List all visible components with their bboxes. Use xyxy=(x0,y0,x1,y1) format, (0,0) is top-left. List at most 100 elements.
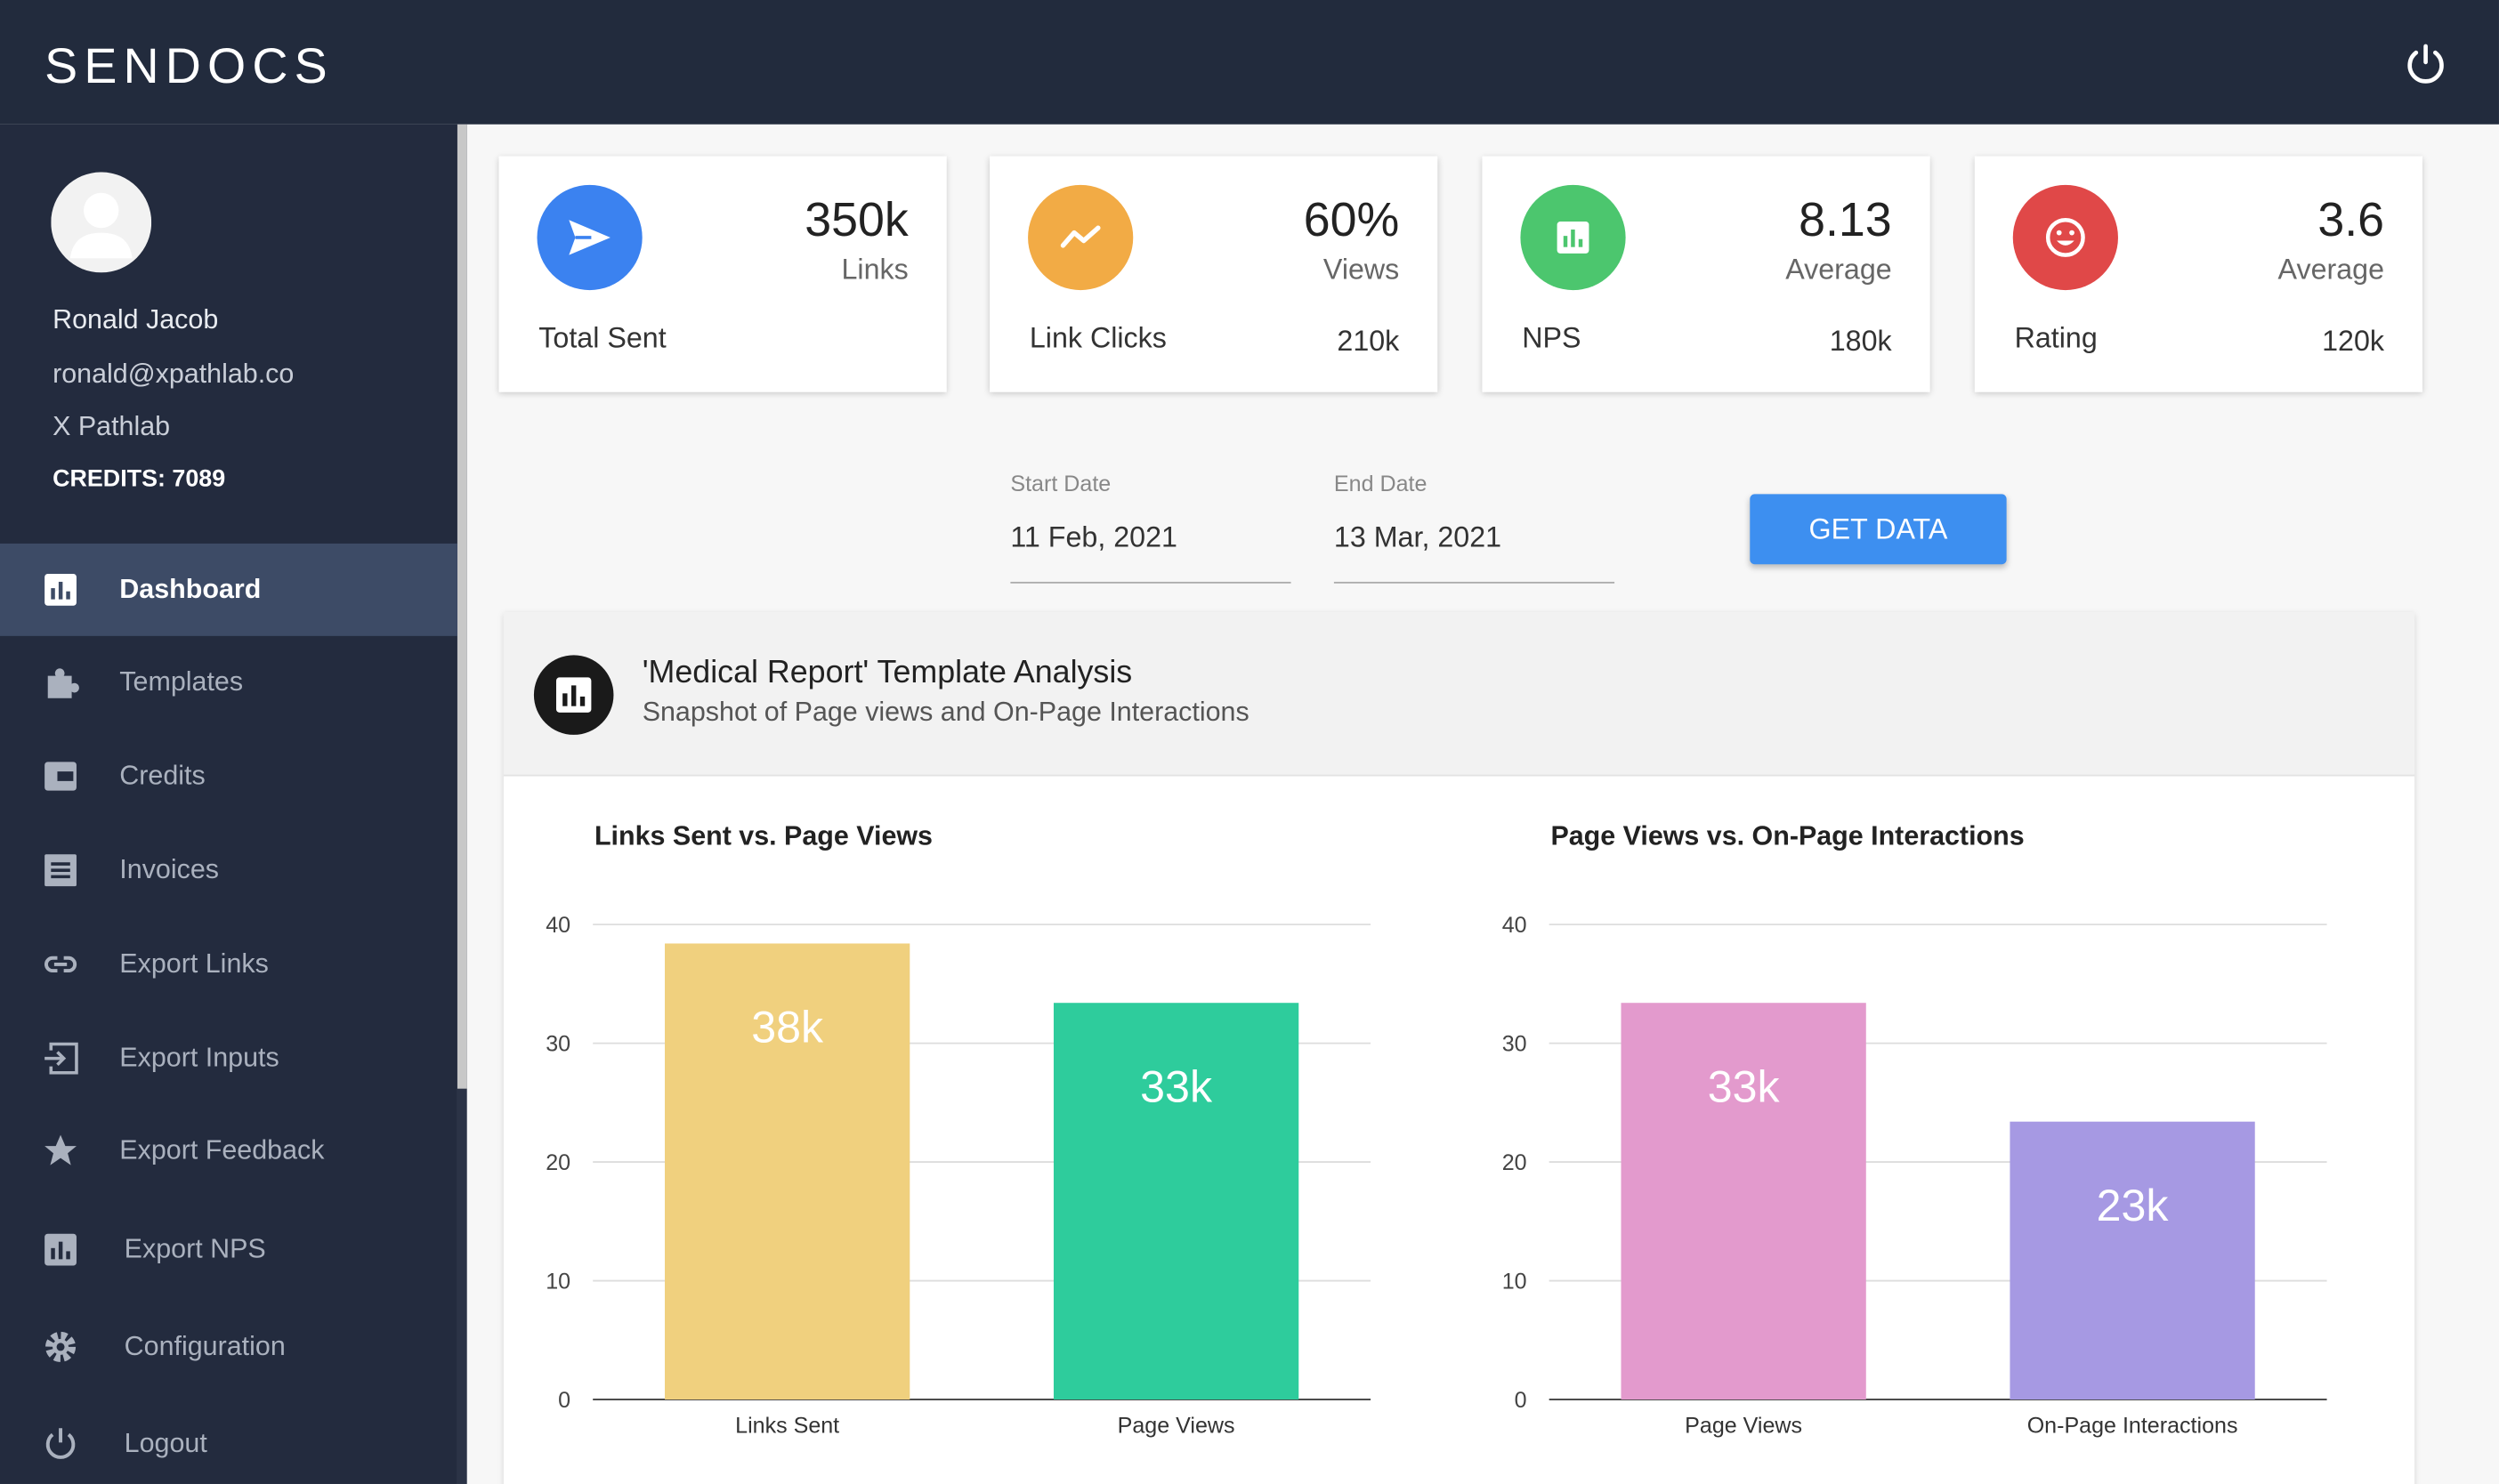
nav-icon xyxy=(44,1042,78,1075)
y-tick-label: 30 xyxy=(1502,1032,1527,1057)
input-underline xyxy=(1333,581,1615,584)
bar xyxy=(2010,1121,2255,1400)
scroll-thumb[interactable] xyxy=(457,124,467,1089)
card-label: Link Clicks xyxy=(1029,321,1167,354)
card-extra: 120k xyxy=(2322,325,2385,358)
card-label: Total Sent xyxy=(538,321,667,354)
nav-label: Logout xyxy=(124,1428,207,1459)
x-tick-label: On-Page Interactions xyxy=(2027,1414,2238,1439)
nav-icon xyxy=(45,1428,76,1459)
card-value: 60% xyxy=(1303,194,1400,247)
nav-item[interactable]: Export Feedback xyxy=(0,1105,457,1198)
card-extra: 210k xyxy=(1337,325,1400,358)
y-tick-label: 40 xyxy=(1502,913,1527,938)
nav-item[interactable]: Export Inputs xyxy=(0,1012,457,1105)
card-label: NPS xyxy=(1522,321,1581,354)
nav-icon xyxy=(44,762,77,791)
x-tick-label: Page Views xyxy=(1685,1414,1802,1439)
nav-icon xyxy=(45,1331,77,1362)
bar-value-label: 23k xyxy=(2097,1181,2170,1230)
nav-icon xyxy=(44,573,77,606)
nav-icon xyxy=(47,668,79,698)
panel-subtitle: Snapshot of Page views and On-Page Inter… xyxy=(642,696,1250,727)
nav-item[interactable]: Templates xyxy=(0,636,457,729)
y-tick-label: 20 xyxy=(546,1150,570,1175)
nav-item[interactable]: Logout xyxy=(0,1398,457,1484)
card-unit: Views xyxy=(1322,253,1400,286)
y-tick-label: 20 xyxy=(1502,1150,1527,1175)
nav-item[interactable]: Invoices xyxy=(0,824,457,916)
x-tick-label: Links Sent xyxy=(735,1414,839,1439)
card-value: 3.6 xyxy=(2317,194,2385,247)
y-tick-label: 0 xyxy=(1515,1388,1527,1413)
end-date-input[interactable]: 13 Mar, 2021 xyxy=(1333,520,1502,553)
y-tick-label: 30 xyxy=(546,1032,570,1057)
card-icon xyxy=(1520,184,1626,291)
profile-email: ronald@xpathlab.co xyxy=(53,359,295,390)
profile-credits: CREDITS: 7089 xyxy=(53,465,226,493)
start-date-label: Start Date xyxy=(1010,470,1112,496)
stat-card: 8.13 Average NPS 180k xyxy=(1482,156,1930,392)
y-tick-label: 0 xyxy=(558,1388,570,1413)
nav-label: Export Inputs xyxy=(119,1042,279,1073)
input-underline xyxy=(1010,581,1291,584)
card-value: 8.13 xyxy=(1799,194,1892,247)
bar xyxy=(665,943,910,1400)
profile-name: Ronald Jacob xyxy=(53,304,219,335)
chart-title: Page Views vs. On-Page Interactions xyxy=(1550,821,2024,851)
nav-label: Export NPS xyxy=(124,1233,266,1264)
nav-item[interactable]: Export NPS xyxy=(0,1204,457,1296)
y-tick-label: 40 xyxy=(546,913,570,938)
start-date-input[interactable]: 11 Feb, 2021 xyxy=(1010,520,1177,553)
card-label: Rating xyxy=(2014,321,2098,354)
nav-item[interactable]: Export Links xyxy=(0,918,457,1011)
card-unit: Average xyxy=(2277,253,2385,286)
brand: SENDOCS xyxy=(44,37,334,94)
bar xyxy=(1621,1003,1866,1400)
y-tick-label: 10 xyxy=(546,1270,570,1294)
card-icon xyxy=(1028,184,1134,291)
nav-label: Credits xyxy=(119,760,206,791)
profile-company: X Pathlab xyxy=(53,411,171,442)
bar-value-label: 33k xyxy=(1708,1061,1781,1111)
nav-icon xyxy=(44,956,77,973)
card-value: 350k xyxy=(805,194,909,247)
stat-card: 60% Views Link Clicks 210k xyxy=(990,156,1438,392)
bar xyxy=(1053,1003,1299,1400)
panel-title: 'Medical Report' Template Analysis xyxy=(642,655,1133,690)
nav-label: Templates xyxy=(119,665,244,697)
card-unit: Links xyxy=(841,253,909,286)
avatar xyxy=(51,172,152,273)
stat-card: 350k Links Total Sent xyxy=(498,156,947,392)
end-date-label: End Date xyxy=(1333,470,1427,496)
get-data-button[interactable]: GET DATA xyxy=(1750,494,2007,565)
stat-card: 3.6 Average Rating 120k xyxy=(1974,156,2423,392)
nav-icon xyxy=(44,1233,77,1266)
bar-value-label: 33k xyxy=(1140,1061,1213,1111)
nav-label: Export Links xyxy=(119,948,269,980)
top-bar xyxy=(0,0,2499,125)
y-tick-label: 10 xyxy=(1502,1270,1527,1294)
card-extra: 180k xyxy=(1829,325,1892,358)
card-unit: Average xyxy=(1785,253,1892,286)
chart-title: Links Sent vs. Page Views xyxy=(594,821,933,851)
nav-label: Export Feedback xyxy=(119,1134,325,1165)
nav-label: Dashboard xyxy=(119,573,262,605)
nav-item[interactable]: Configuration xyxy=(0,1301,457,1393)
power-button[interactable] xyxy=(2404,42,2448,86)
card-icon xyxy=(537,184,643,291)
card-icon xyxy=(2012,184,2118,291)
x-tick-label: Page Views xyxy=(1118,1414,1235,1439)
bar-value-label: 38k xyxy=(751,1003,824,1053)
nav-label: Configuration xyxy=(124,1330,286,1362)
panel-icon xyxy=(533,655,614,735)
nav-item[interactable]: Dashboard xyxy=(0,543,457,636)
nav-icon xyxy=(44,1134,77,1165)
panel-header xyxy=(503,611,2415,777)
nav-icon xyxy=(44,854,77,887)
nav-item[interactable]: Credits xyxy=(0,730,457,823)
nav-label: Invoices xyxy=(119,854,220,885)
